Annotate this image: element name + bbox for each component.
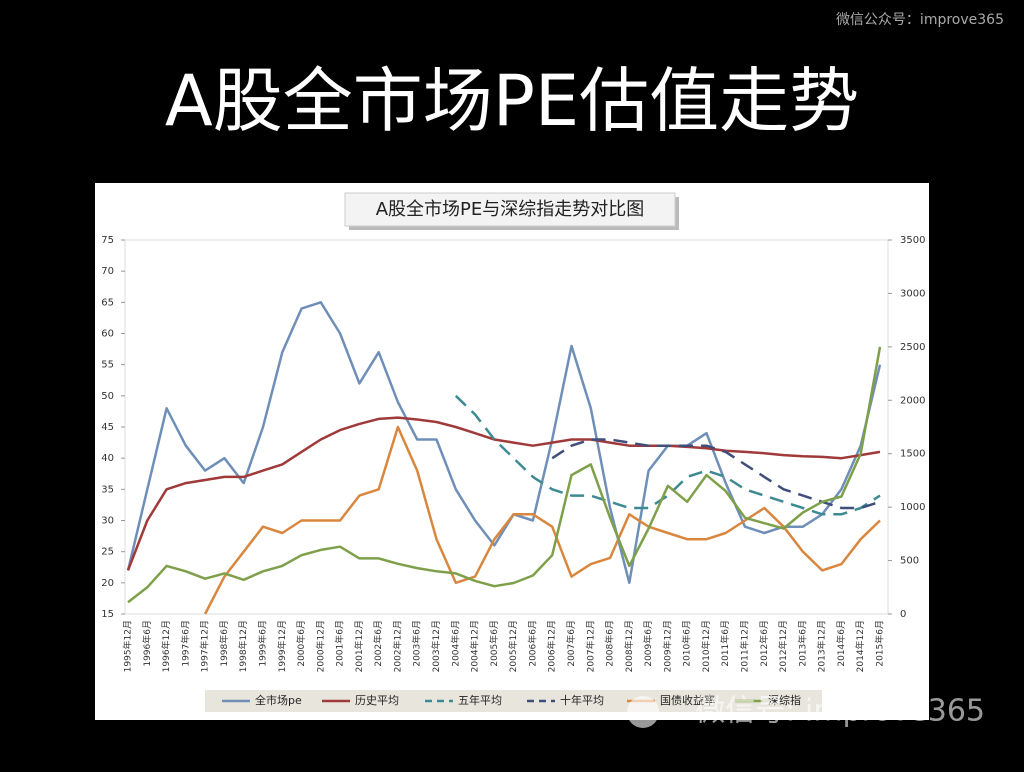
y-tick-label: 20 (101, 578, 114, 589)
series-line (126, 301, 882, 585)
slide-title: A股全市场PE估值走势 (165, 60, 859, 142)
y-tick-label: 75 (101, 235, 114, 246)
y2-tick-label: 2000 (900, 395, 925, 406)
x-tick-label: 2003年6月 (411, 620, 423, 667)
x-tick-label: 2011年6月 (719, 620, 731, 667)
x-tick-label: 1996年6月 (141, 620, 153, 667)
legend-label: 全市场pe (255, 693, 302, 707)
y-tick-label: 50 (101, 391, 114, 402)
x-tick-label: 2001年6月 (334, 620, 346, 667)
x-tick-label: 2015年6月 (874, 620, 886, 667)
x-tick-label: 2002年12月 (391, 620, 403, 672)
y2-tick-label: 1000 (900, 502, 925, 513)
series-line (551, 438, 881, 510)
chart-title: A股全市场PE与深综指走势对比图 (376, 199, 645, 220)
x-tick-label: 2014年12月 (854, 620, 866, 672)
x-tick-label: 2000年6月 (295, 620, 307, 667)
y2-tick-label: 2500 (900, 342, 925, 353)
x-tick-label: 2007年12月 (584, 620, 596, 672)
x-tick-label: 2011年12月 (739, 620, 751, 672)
series-line (126, 416, 881, 571)
x-tick-label: 2008年12月 (623, 620, 635, 672)
y2-tick-label: 0 (900, 609, 906, 620)
x-tick-label: 2000年12月 (314, 620, 326, 672)
watermark-layer: 微信号: improve365 (627, 694, 985, 729)
x-tick-label: 1997年12月 (199, 620, 211, 672)
x-tick-label: 2008年6月 (604, 620, 616, 667)
x-tick-label: 2005年6月 (488, 620, 500, 667)
legend-label: 十年平均 (560, 693, 604, 707)
y-tick-label: 25 (101, 547, 114, 558)
x-tick-label: 2014年6月 (835, 620, 847, 667)
y-tick-label: 70 (101, 266, 114, 277)
y2-tick-label: 3000 (900, 288, 925, 299)
x-tick-label: 2012年12月 (777, 620, 789, 672)
x-tick-label: 1998年12月 (237, 620, 249, 672)
chart-panel (95, 183, 929, 720)
watermark-bottom: 微信号: improve365 (695, 694, 985, 729)
x-tick-label: 1996年12月 (160, 620, 172, 672)
x-tick-label: 2003年12月 (430, 620, 442, 672)
x-tick-label: 1999年6月 (256, 620, 268, 667)
legend-label: 历史平均 (355, 694, 399, 707)
x-tick-label: 2006年12月 (546, 620, 558, 672)
legend-box (205, 690, 822, 712)
x-tick-label: 2007年6月 (565, 620, 577, 667)
x-tick-label: 2009年6月 (642, 620, 654, 667)
x-tick-label: 2002年6月 (372, 620, 384, 667)
x-tick-label: 2004年6月 (449, 620, 461, 667)
y-tick-label: 35 (101, 484, 114, 495)
series-line (203, 425, 881, 615)
x-tick-label: 2009年12月 (661, 620, 673, 672)
y-tick-label: 60 (101, 329, 114, 340)
x-tick-label: 2004年12月 (469, 620, 481, 672)
x-tick-label: 1995年12月 (122, 620, 134, 672)
y2-tick-label: 3500 (900, 235, 925, 246)
y2-tick-label: 1500 (900, 449, 925, 460)
y-tick-label: 65 (101, 297, 114, 308)
legend-label: 深综指 (768, 693, 801, 707)
y-tick-label: 45 (101, 422, 114, 433)
y-tick-label: 30 (101, 516, 114, 527)
x-tick-label: 2012年6月 (758, 620, 770, 667)
x-tick-label: 1999年12月 (276, 620, 288, 672)
y2-tick-label: 500 (900, 556, 919, 567)
x-tick-label: 1998年6月 (218, 620, 230, 667)
legend-label: 五年平均 (458, 693, 502, 707)
x-tick-label: 2013年6月 (796, 620, 808, 667)
x-tick-label: 2013年12月 (816, 620, 828, 672)
series-line (127, 346, 882, 604)
x-tick-label: 2010年12月 (700, 620, 712, 672)
title-box (344, 192, 676, 227)
y-tick-label: 55 (101, 360, 114, 371)
watermark-top: 微信公众号：improve365 (836, 12, 1004, 28)
x-tick-label: 2001年12月 (353, 620, 365, 672)
legend-label: 国债收益率 (660, 693, 715, 707)
x-tick-label: 2005年12月 (507, 620, 519, 672)
x-tick-label: 2006年6月 (526, 620, 538, 667)
y-tick-label: 15 (101, 609, 114, 620)
x-tick-label: 2010年6月 (681, 620, 693, 667)
wechat-icon (627, 696, 659, 728)
x-tick-label: 1997年6月 (179, 620, 191, 667)
y-tick-label: 40 (101, 453, 114, 464)
